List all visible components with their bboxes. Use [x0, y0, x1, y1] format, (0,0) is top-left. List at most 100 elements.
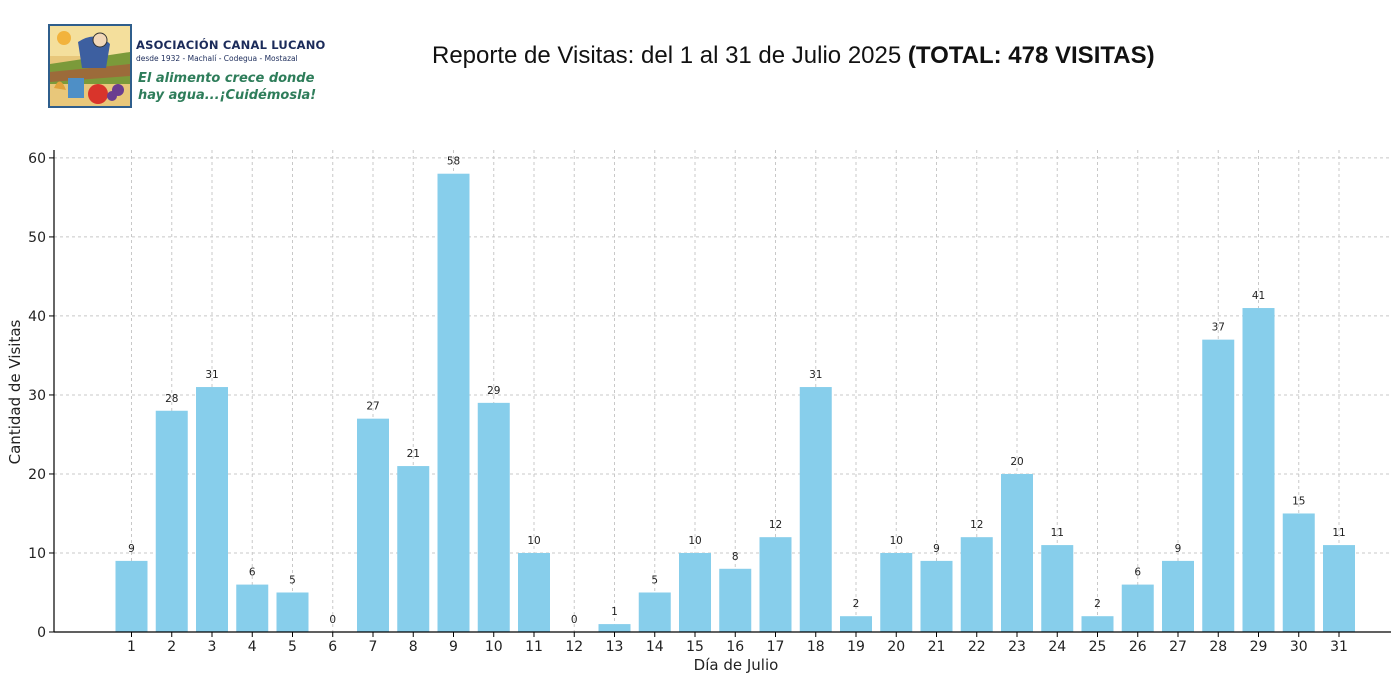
bar-value-label: 20	[1010, 456, 1023, 468]
y-axis-label: Cantidad de Visitas	[6, 319, 24, 464]
bar-value-label: 21	[407, 448, 420, 460]
y-tick-label: 10	[28, 546, 46, 562]
x-tick-label: 23	[1008, 639, 1026, 655]
x-tick-label: 10	[485, 639, 503, 655]
org-name: ASOCIACIÓN CANAL LUCANO	[136, 38, 326, 52]
x-tick-label: 9	[449, 639, 458, 655]
x-tick-label: 14	[646, 639, 664, 655]
bar-value-label: 11	[1051, 527, 1064, 539]
bar	[397, 466, 430, 632]
slogan-line-1: El alimento crece donde	[138, 71, 315, 86]
x-tick-label: 1	[127, 639, 136, 655]
bar	[276, 592, 309, 632]
bar-value-label: 37	[1212, 322, 1225, 334]
bar	[679, 552, 711, 632]
y-tick-label: 20	[28, 467, 46, 483]
slogan-line-2: hay agua...¡Cuidémosla!	[138, 88, 317, 103]
x-tick-label: 3	[208, 639, 217, 655]
bar-value-label: 27	[366, 401, 379, 413]
x-tick-label: 13	[606, 639, 624, 655]
org-subtitle: desde 1932 - Machalí - Codegua - Mostaza…	[136, 54, 298, 63]
logo-illustration-icon	[48, 24, 132, 108]
bar-value-label: 2	[853, 598, 860, 610]
bar	[477, 402, 510, 632]
bar	[1282, 513, 1315, 632]
bar-value-label: 9	[128, 543, 135, 555]
data-labels: 9283165027215829100151081231210912201126…	[128, 156, 1346, 626]
bar	[196, 387, 228, 632]
bar	[1323, 545, 1355, 632]
bar-value-label: 58	[447, 156, 460, 168]
bar-value-label: 12	[970, 519, 983, 531]
bar-value-label: 41	[1252, 290, 1265, 302]
bar	[357, 418, 389, 632]
logo: ASOCIACIÓN CANAL LUCANO desde 1932 - Mac…	[48, 24, 325, 108]
bar-value-label: 0	[571, 614, 578, 626]
grid	[54, 150, 1391, 633]
x-tick-label: 12	[565, 639, 583, 655]
bar	[598, 624, 631, 632]
x-tick-label: 28	[1209, 639, 1227, 655]
bars	[115, 173, 1355, 632]
x-tick-label: 18	[807, 639, 825, 655]
x-tick-label: 6	[328, 639, 337, 655]
y-tick-label: 50	[28, 230, 46, 246]
x-tick-label: 22	[968, 639, 986, 655]
slogan: El alimento crece donde hay agua...¡Cuid…	[138, 70, 316, 104]
x-tick-label: 31	[1330, 639, 1348, 655]
chart-title-total: (TOTAL: 478 VISITAS)	[907, 42, 1155, 69]
bar-value-label: 2	[1094, 598, 1101, 610]
x-tick-label: 8	[409, 639, 418, 655]
x-tick-label: 25	[1089, 639, 1107, 655]
bar	[799, 387, 832, 632]
x-tick-label: 26	[1129, 639, 1147, 655]
bar	[1202, 339, 1235, 632]
bar	[1242, 308, 1275, 632]
bar-value-label: 9	[933, 543, 940, 555]
bar-value-label: 10	[527, 535, 540, 547]
x-tick-label: 24	[1048, 639, 1066, 655]
bar	[1001, 473, 1033, 632]
x-tick-label: 11	[525, 639, 543, 655]
bar-value-label: 5	[289, 574, 296, 586]
bar-value-label: 31	[809, 369, 822, 381]
x-tick-label: 16	[726, 639, 744, 655]
x-tick-label: 20	[887, 639, 905, 655]
bar-value-label: 8	[732, 551, 739, 563]
x-tick-label: 30	[1290, 639, 1308, 655]
x-tick-label: 7	[369, 639, 378, 655]
bar-value-label: 31	[205, 369, 218, 381]
x-tick-label: 15	[686, 639, 704, 655]
x-tick-label: 4	[248, 639, 257, 655]
bar	[1041, 545, 1074, 632]
bar-value-label: 9	[1175, 543, 1182, 555]
chart-title-prefix: Reporte de Visitas: del 1 al 31 de Julio…	[432, 42, 908, 69]
bar	[920, 560, 953, 632]
bar-value-label: 15	[1292, 495, 1305, 507]
bar	[840, 616, 872, 632]
y-tick-label: 0	[37, 625, 46, 641]
bar	[1121, 584, 1154, 632]
bar	[960, 537, 993, 632]
y-tick-label: 40	[28, 309, 46, 325]
bar-value-label: 29	[487, 385, 500, 397]
x-tick-label: 27	[1169, 639, 1187, 655]
bar-value-label: 28	[165, 393, 178, 405]
bar	[638, 592, 671, 632]
x-axis-label: Día de Julio	[694, 656, 779, 674]
chart-title: Reporte de Visitas: del 1 al 31 de Julio…	[432, 42, 1155, 70]
bar-value-label: 10	[890, 535, 903, 547]
bar	[759, 537, 792, 632]
bar	[236, 584, 269, 632]
bar-value-label: 0	[329, 614, 336, 626]
y-tick-label: 30	[28, 388, 46, 404]
bar	[518, 552, 550, 632]
bar	[719, 568, 752, 632]
bar	[437, 173, 470, 632]
x-tick-label: 17	[767, 639, 785, 655]
x-tick-label: 19	[847, 639, 865, 655]
bar	[880, 552, 913, 632]
x-tick-label: 5	[288, 639, 297, 655]
